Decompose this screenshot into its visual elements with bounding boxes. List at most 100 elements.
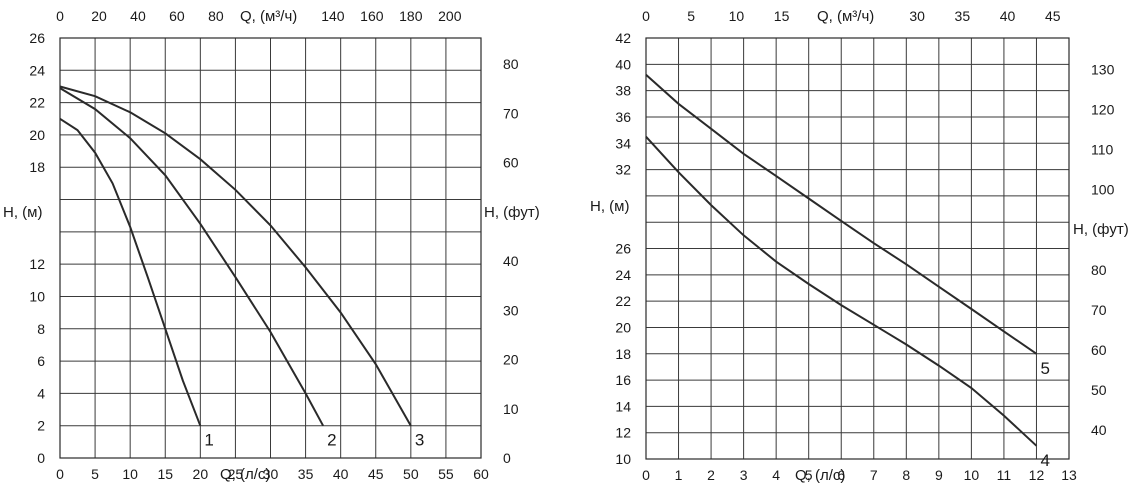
x2-axis-label: Q, (м³/ч) [817, 8, 874, 25]
y2-tick-label: 10 [503, 401, 519, 417]
series-3-line [59, 85, 412, 427]
x-tick-label: 40 [333, 466, 349, 482]
y2-tick-label: 40 [1091, 422, 1107, 438]
y2-tick-label: 20 [503, 352, 519, 368]
y2-tick-label: 40 [503, 253, 519, 269]
y-tick-label: 12 [615, 425, 631, 441]
x-tick-label: 0 [56, 466, 64, 482]
y-tick-label: 40 [615, 56, 631, 72]
y-tick-label: 22 [615, 293, 631, 309]
y2-tick-label: 120 [1091, 101, 1115, 117]
x2-tick-label: 15 [774, 8, 790, 24]
y2-tick-label: 60 [503, 155, 519, 171]
x2-tick-label: 45 [1045, 8, 1061, 24]
x-tick-label: 30 [263, 466, 279, 482]
y-tick-label: 18 [29, 159, 45, 175]
x-tick-label: 5 [91, 466, 99, 482]
x-tick-label: 4 [772, 467, 780, 483]
chart-right: 0 1 2 3 4 5 6 7 8 9 10 11 12 130 5 10 15 30 35 40 4510121416… [590, 8, 1129, 484]
y-tick-label: 22 [29, 95, 45, 111]
y2-tick-label: 80 [1091, 262, 1107, 278]
x-tick-label: 8 [902, 467, 910, 483]
x-tick-label: 0 [642, 467, 650, 483]
x2-tick-label: 180 [399, 8, 423, 24]
y-tick-label: 4 [37, 385, 45, 401]
x-axis-label: Q, (л/с) [220, 466, 270, 483]
x-tick-label: 9 [935, 467, 943, 483]
chart-left: 0 5 10 15 20 25 30 35 40 45 50 55 600 20 40 60 80 140 160 1… [3, 8, 540, 483]
x2-tick-label: 30 [909, 8, 925, 24]
series-2-line [59, 87, 324, 427]
x-tick-label: 60 [473, 466, 489, 482]
y-tick-label: 18 [615, 346, 631, 362]
y2-tick-label: 80 [503, 56, 519, 72]
y-tick-label: 26 [615, 241, 631, 257]
y-tick-label: 24 [615, 267, 631, 283]
y-tick-label: 10 [615, 451, 631, 467]
y-axis-label: H, (м) [590, 198, 629, 215]
y2-tick-label: 100 [1091, 182, 1115, 198]
y-tick-label: 8 [37, 321, 45, 337]
y2-tick-label: 110 [1091, 141, 1114, 157]
x2-tick-label: 0 [642, 8, 650, 24]
series-1-label: 1 [204, 431, 213, 450]
x2-tick-label: 40 [130, 8, 146, 24]
y2-tick-label: 70 [503, 105, 519, 121]
series-4-line [645, 136, 1038, 447]
x2-tick-label: 10 [729, 8, 745, 24]
x-tick-label: 20 [193, 466, 209, 482]
y-tick-label: 10 [29, 288, 45, 304]
y2-tick-label: 70 [1091, 302, 1107, 318]
y-tick-label: 16 [615, 372, 631, 388]
x2-tick-label: 80 [208, 8, 224, 24]
y2-tick-label: 0 [503, 450, 511, 466]
y-tick-label: 20 [29, 127, 45, 143]
y-tick-label: 42 [615, 30, 631, 46]
series-5-line [645, 74, 1038, 355]
y-tick-label: 20 [615, 319, 631, 335]
x-tick-label: 1 [675, 467, 683, 483]
y-tick-label: 24 [29, 62, 45, 78]
series-5-label: 5 [1040, 359, 1049, 378]
x-tick-label: 35 [298, 466, 314, 482]
x2-tick-label: 0 [56, 8, 64, 24]
x-tick-label: 7 [870, 467, 878, 483]
x-tick-label: 45 [368, 466, 384, 482]
y-tick-label: 32 [615, 162, 631, 178]
x-tick-label: 5 [805, 467, 813, 483]
y-tick-label: 6 [37, 353, 45, 369]
series-3-label: 3 [415, 431, 424, 450]
x-tick-label: 25 [228, 466, 244, 482]
y2-tick-label: 50 [1091, 382, 1107, 398]
x2-tick-label: 40 [1000, 8, 1016, 24]
x-axis-label: Q, (л/с) [795, 467, 845, 484]
x2-tick-label: 5 [687, 8, 695, 24]
x2-tick-label: 160 [360, 8, 384, 24]
series-2-label: 2 [327, 431, 336, 450]
y-tick-label: 14 [615, 398, 631, 414]
x-tick-label: 12 [1029, 467, 1045, 483]
x2-axis-label: Q, (м³/ч) [240, 8, 297, 25]
plot-frame [59, 37, 482, 459]
y2-tick-label: 60 [1091, 342, 1107, 358]
y-axis-label: H, (м) [3, 204, 42, 221]
x2-tick-label: 20 [91, 8, 107, 24]
y-tick-label: 34 [615, 135, 631, 151]
x2-tick-label: 140 [321, 8, 345, 24]
x-tick-label: 15 [157, 466, 173, 482]
y2-axis-label: H, (фут) [1073, 221, 1129, 238]
x-tick-label: 13 [1061, 467, 1077, 483]
x2-tick-label: 60 [169, 8, 185, 24]
x2-tick-label: 200 [438, 8, 462, 24]
y-tick-label: 0 [37, 450, 45, 466]
x-tick-label: 10 [122, 466, 138, 482]
y-tick-label: 36 [615, 109, 631, 125]
y-tick-label: 26 [29, 30, 45, 46]
x-tick-label: 11 [997, 467, 1012, 483]
y2-tick-label: 30 [503, 302, 519, 318]
x-tick-label: 55 [438, 466, 454, 482]
plot-frame [645, 37, 1070, 460]
series-1-line [59, 117, 202, 427]
y-tick-label: 2 [37, 418, 45, 434]
